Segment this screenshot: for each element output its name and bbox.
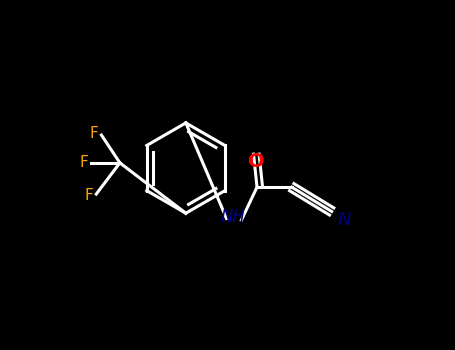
- Text: N: N: [337, 211, 350, 229]
- Text: O: O: [248, 152, 265, 170]
- Text: F: F: [79, 155, 88, 170]
- Text: NH: NH: [220, 208, 245, 226]
- Text: F: F: [90, 126, 98, 141]
- Text: F: F: [84, 188, 93, 203]
